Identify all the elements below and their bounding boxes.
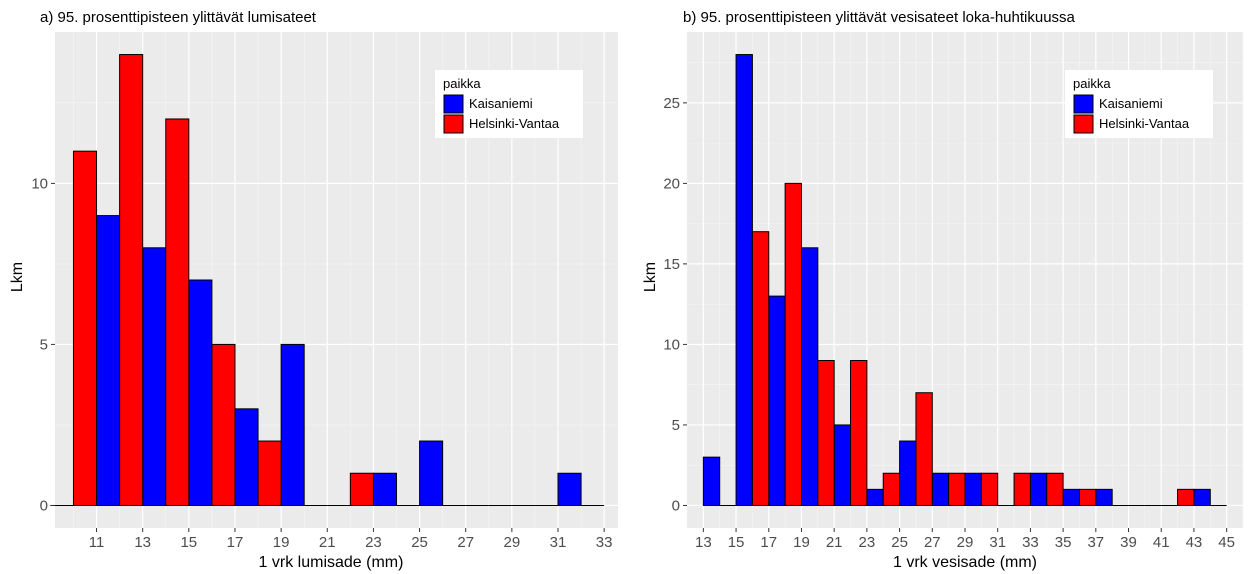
panel-a-x-tick-label: 31	[550, 534, 567, 551]
panel-b-bar-helsinki-vantaa-28	[948, 472, 966, 506]
panel-a-bar-helsinki-vantaa-10	[72, 150, 98, 506]
panel-b-bar-helsinki-vantaa-30	[980, 472, 999, 506]
panel-b-y-tick-label: 10	[663, 336, 680, 353]
panel-a-title: a) 95. prosenttipisteen ylittävät lumisa…	[40, 9, 317, 26]
panel-b-bar-helsinki-vantaa-24	[882, 472, 901, 506]
panel-a-legend: paikka Kaisaniemi Helsinki-Vantaa	[435, 70, 583, 138]
panel-b-x-tick-label: 25	[891, 534, 908, 551]
panel-b-bar-helsinki-vantaa-32	[1013, 472, 1031, 506]
panel-a-x-tick-label: 19	[273, 534, 290, 551]
panel-b-bar-helsinki-vantaa-36	[1078, 488, 1097, 506]
panel-b-bar-kaisaniemi-30	[964, 472, 982, 506]
panel-a-legend-title: paikka	[443, 76, 481, 91]
panel-a-x-tick-label: 21	[319, 534, 336, 551]
panel-b-bar-kaisaniemi-28	[931, 472, 950, 506]
panel-b-x-tick-label: 45	[1218, 534, 1235, 551]
panel-a-x-tick-label: 33	[596, 534, 613, 551]
panel-b-legend-key-helsinki-vantaa	[1073, 114, 1094, 134]
panel-b-x-tick-label: 37	[1087, 534, 1104, 551]
panel-b-legend: paikka Kaisaniemi Helsinki-Vantaa	[1065, 70, 1213, 138]
panel-b-legend-key-kaisaniemi	[1073, 94, 1094, 114]
panel-b-x-tick-label: 27	[924, 534, 941, 551]
panel-a-bar-kaisaniemi-16	[188, 279, 213, 506]
panel-b-bar-kaisaniemi-34	[1029, 472, 1048, 506]
panel-b-y-tick-label: 0	[672, 497, 680, 514]
panel-b-bar-kaisaniemi-16	[735, 54, 753, 506]
panel-b-bar-kaisaniemi-22	[833, 424, 852, 506]
panel-a-x-tick-label: 23	[365, 534, 382, 551]
panel-a-bar-kaisaniemi-24	[372, 472, 397, 506]
panel-a-y-tick-label: 5	[40, 336, 48, 353]
panel-a-x-tick-label: 13	[134, 534, 151, 551]
panel-b-y-tick-label: 5	[672, 417, 680, 434]
panel-b-y-tick-label: 25	[663, 95, 680, 112]
panel-a-bar-helsinki-vantaa-22	[349, 472, 374, 506]
panel-a-bar-helsinki-vantaa-16	[211, 343, 236, 506]
panel-b-x-tick-label: 23	[859, 534, 876, 551]
panel-a-x-tick-label: 15	[180, 534, 197, 551]
panel-a-bar-kaisaniemi-32	[557, 472, 582, 506]
panel-b-bar-helsinki-vantaa-20	[817, 360, 835, 506]
panel-b-y-tick-label: 15	[663, 256, 680, 273]
panel-a-legend-key-helsinki-vantaa	[443, 114, 464, 134]
panel-b-x-tick-label: 39	[1120, 534, 1137, 551]
panel-a: a) 95. prosenttipisteen ylittävät lumisa…	[9, 9, 618, 571]
panel-b-legend-label-helsinki-vantaa: Helsinki-Vantaa	[1099, 116, 1190, 131]
panel-a-bar-kaisaniemi-26	[419, 440, 444, 506]
panel-b-bar-helsinki-vantaa-22	[850, 360, 868, 506]
panel-b-bar-kaisaniemi-20	[800, 247, 819, 506]
panel-b-x-tick-label: 35	[1055, 534, 1072, 551]
panel-b-bar-helsinki-vantaa-34	[1046, 472, 1064, 506]
panel-a-x-tick-label: 29	[504, 534, 521, 551]
panel-b-bar-helsinki-vantaa-26	[915, 392, 933, 506]
panel-b-y-axis-label: Lkm	[642, 262, 659, 292]
panel-a-x-tick-label: 17	[227, 534, 244, 551]
panel-a-x-tick-label: 27	[457, 534, 474, 551]
panel-a-x-tick-label: 25	[411, 534, 428, 551]
panel-a-y-tick-label: 0	[40, 497, 48, 514]
panel-b-x-tick-label: 21	[826, 534, 843, 551]
panel-a-x-tick-label: 11	[89, 534, 105, 551]
panel-b-legend-label-kaisaniemi: Kaisaniemi	[1099, 96, 1163, 111]
panel-a-bar-kaisaniemi-12	[96, 215, 121, 506]
panel-b-y-tick-label: 20	[663, 175, 680, 192]
panel-b-bar-kaisaniemi-38	[1095, 488, 1113, 506]
panel-b-x-tick-label: 29	[957, 534, 974, 551]
panel-b: b) 95. prosenttipisteen ylittävät vesisa…	[642, 9, 1244, 571]
panel-a-bar-kaisaniemi-20	[280, 343, 305, 506]
panel-b-x-tick-label: 17	[760, 534, 777, 551]
panel-a-bar-kaisaniemi-14	[142, 247, 167, 506]
panel-a-legend-key-kaisaniemi	[443, 94, 464, 114]
panel-b-bar-helsinki-vantaa-42	[1177, 488, 1195, 506]
panel-a-bar-kaisaniemi-18	[234, 408, 259, 506]
panel-b-bar-kaisaniemi-24	[866, 488, 884, 506]
panel-a-bar-helsinki-vantaa-12	[119, 54, 144, 506]
panel-b-x-axis-label: 1 vrk vesisade (mm)	[893, 554, 1037, 571]
panel-b-x-tick-label: 19	[793, 534, 810, 551]
panel-b-title: b) 95. prosenttipisteen ylittävät vesisa…	[683, 9, 1076, 26]
panel-b-bar-kaisaniemi-14	[702, 456, 721, 506]
panel-a-x-axis-label: 1 vrk lumisade (mm)	[259, 554, 404, 571]
panel-b-bar-helsinki-vantaa-18	[784, 182, 802, 506]
panel-b-bar-kaisaniemi-44	[1193, 488, 1211, 506]
panel-b-bar-helsinki-vantaa-16	[751, 231, 770, 506]
panel-a-y-tick-label: 10	[31, 175, 48, 192]
panel-b-bar-kaisaniemi-36	[1062, 488, 1080, 506]
panel-b-bar-kaisaniemi-18	[768, 295, 786, 506]
panel-a-bar-helsinki-vantaa-18	[257, 440, 282, 506]
panel-b-x-tick-label: 15	[728, 534, 745, 551]
panel-a-bar-helsinki-vantaa-14	[165, 118, 190, 506]
panel-b-x-tick-label: 43	[1186, 534, 1203, 551]
panel-b-x-tick-label: 33	[1022, 534, 1039, 551]
panel-a-y-axis-label: Lkm	[9, 262, 26, 292]
panel-a-legend-label-helsinki-vantaa: Helsinki-Vantaa	[469, 116, 560, 131]
panel-b-legend-title: paikka	[1073, 76, 1111, 91]
panel-b-x-tick-label: 13	[695, 534, 712, 551]
panel-b-x-tick-label: 41	[1153, 534, 1170, 551]
panel-b-x-tick-label: 31	[989, 534, 1006, 551]
panel-b-bar-kaisaniemi-26	[899, 440, 917, 506]
panel-a-legend-label-kaisaniemi: Kaisaniemi	[469, 96, 533, 111]
